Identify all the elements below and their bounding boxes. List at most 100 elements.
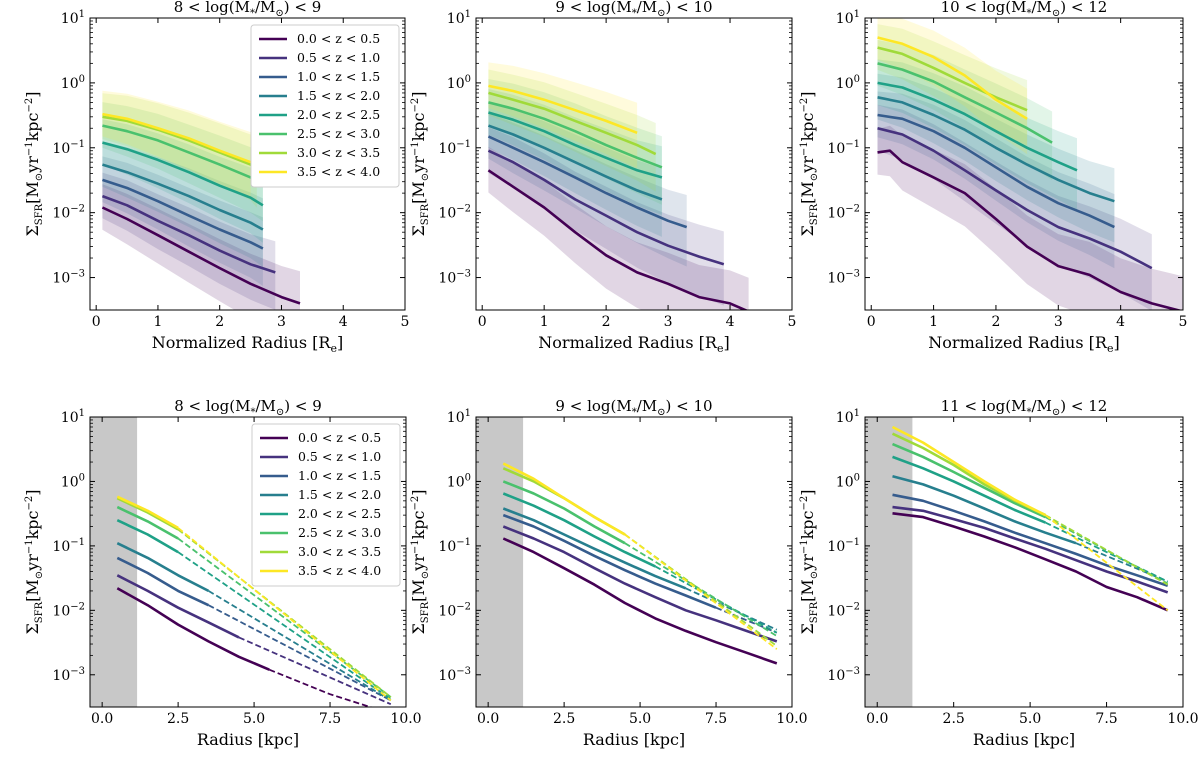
error-band-3 — [488, 112, 687, 267]
series-line-3 — [892, 493, 1169, 588]
x-tick-label: 4 — [726, 314, 735, 330]
x-tick-label: 7.5 — [319, 711, 341, 727]
series-line-3 — [487, 135, 688, 229]
x-tick-label: 5.0 — [1019, 711, 1041, 727]
y-tick-label: 100 — [447, 472, 471, 490]
series-extrapolation-8 — [177, 527, 392, 702]
y-tick-label: 100 — [61, 74, 85, 92]
legend-label: 2.5 < z < 3.0 — [298, 525, 381, 540]
legend-label: 0.0 < z < 0.5 — [298, 430, 381, 445]
legend-label: 0.0 < z < 0.5 — [297, 31, 380, 46]
series-extrapolation-5 — [1045, 521, 1169, 583]
x-tick-label: 5 — [401, 314, 410, 330]
plot-area — [877, 18, 1183, 310]
series-line-6 — [502, 480, 626, 545]
error-band-7 — [877, 24, 1028, 146]
series-line-1 — [101, 206, 301, 305]
panel-title: 9 < log(M*/M⊙) < 10 — [555, 0, 712, 19]
x-tick-label: 2 — [991, 314, 1000, 330]
x-tick-label: 10.0 — [390, 711, 421, 727]
series-line-6 — [116, 505, 179, 540]
series-line-8 — [116, 495, 179, 530]
series-line-2 — [502, 525, 778, 643]
y-tick-label: 10−2 — [52, 204, 85, 222]
series-line-1 — [502, 537, 778, 665]
series-line-4 — [502, 507, 687, 590]
x-axis-label: Normalized Radius [Re] — [152, 333, 343, 355]
shaded-region — [90, 417, 138, 707]
series-line-4 — [877, 96, 1115, 203]
series-line-5 — [102, 141, 264, 207]
y-tick-label: 10−3 — [827, 666, 860, 684]
y-tick-label: 10−1 — [438, 139, 471, 157]
series-line-8 — [102, 112, 252, 164]
x-tick-label: 5.0 — [629, 711, 651, 727]
series-line-3 — [502, 513, 717, 609]
series-line-8 — [488, 84, 638, 135]
legend-label: 1.0 < z < 1.5 — [298, 468, 381, 483]
panel-title: 8 < log(M*/M⊙) < 9 — [174, 397, 322, 418]
x-tick-label: 5 — [1179, 314, 1188, 330]
series-line-2 — [877, 126, 1153, 270]
series-line-5 — [116, 519, 179, 554]
legend: 0.0 < z < 0.5 0.5 < z < 1.0 1.0 < z < 1.5 1… — [251, 423, 401, 587]
y-tick-label: 100 — [836, 472, 860, 490]
y-tick-label: 10−2 — [438, 601, 471, 619]
panel-1: 0 1 2 3 4 5 10−3 10−2 10−1 100 101 8 < log(M*/M⊙) <… — [23, 0, 409, 355]
plot-area — [90, 417, 392, 707]
y-tick-label: 101 — [836, 408, 860, 426]
y-tick-label: 101 — [61, 408, 85, 426]
x-tick-label: 2.5 — [167, 711, 189, 727]
x-tick-label: 0.0 — [477, 711, 499, 727]
x-tick-label: 4 — [1116, 314, 1125, 330]
y-axis-label: ΣSFR[M⊙yr−1kpc−2] — [23, 490, 45, 635]
series-line-6 — [891, 442, 1046, 519]
series-line-3 — [116, 556, 210, 607]
axes-frame — [864, 416, 1184, 708]
legend-label: 3.0 < z < 3.5 — [298, 544, 381, 559]
shaded-region — [865, 417, 913, 707]
legend-label: 1.0 < z < 1.5 — [297, 69, 380, 84]
series-line-1 — [116, 587, 270, 671]
series-line-1 — [487, 169, 749, 310]
panel-2: 0 1 2 3 4 5 10−3 10−2 10−1 100 101 9 < log(M*/M⊙) <… — [409, 0, 796, 355]
series-line-2 — [116, 574, 240, 639]
legend-label: 0.5 < z < 1.0 — [298, 449, 381, 464]
x-tick-label: 5 — [788, 314, 797, 330]
x-tick-label: 1 — [153, 314, 162, 330]
y-axis-label: ΣSFR[M⊙yr−1kpc−2] — [798, 490, 820, 635]
series-line-7 — [116, 497, 179, 531]
legend-label: 1.5 < z < 2.0 — [297, 88, 380, 103]
y-tick-label: 101 — [61, 9, 85, 27]
y-tick-label: 100 — [836, 74, 860, 92]
x-tick-label: 0 — [478, 314, 487, 330]
x-axis-label: Radius [kpc] — [583, 730, 685, 749]
y-axis-label: ΣSFR[M⊙yr−1kpc−2] — [798, 92, 820, 237]
series-extrapolation-4 — [208, 590, 392, 702]
x-axis-label: Radius [kpc] — [197, 730, 299, 749]
x-tick-label: 3 — [1054, 314, 1063, 330]
x-tick-label: 0.0 — [91, 711, 113, 727]
series-line-8 — [877, 36, 1028, 120]
y-tick-label: 10−3 — [52, 269, 85, 287]
x-axis-label: Normalized Radius [Re] — [928, 333, 1119, 355]
error-band-1 — [488, 146, 749, 310]
legend-box — [250, 24, 400, 188]
error-band-8 — [102, 90, 251, 198]
series-extrapolation-7 — [1044, 514, 1169, 586]
panel-6: 0.0 2.5 5.0 7.5 10.0 10−3 10−2 10−1 100 101 11 < l… — [798, 397, 1199, 749]
error-band-8 — [877, 18, 1028, 155]
y-tick-label: 10−1 — [52, 139, 85, 157]
series-line-5 — [502, 492, 656, 568]
series-extrapolation-5 — [654, 565, 778, 634]
error-band-4 — [488, 102, 662, 237]
series-extrapolation-6 — [1044, 516, 1169, 585]
y-axis-label: ΣSFR[M⊙yr−1kpc−2] — [409, 490, 431, 635]
axes-frame — [475, 416, 793, 708]
legend-label: 0.5 < z < 1.0 — [297, 50, 380, 65]
x-tick-label: 10.0 — [1167, 711, 1198, 727]
y-tick-label: 101 — [836, 9, 860, 27]
axes-frame — [89, 17, 406, 311]
y-tick-label: 10−3 — [52, 666, 85, 684]
